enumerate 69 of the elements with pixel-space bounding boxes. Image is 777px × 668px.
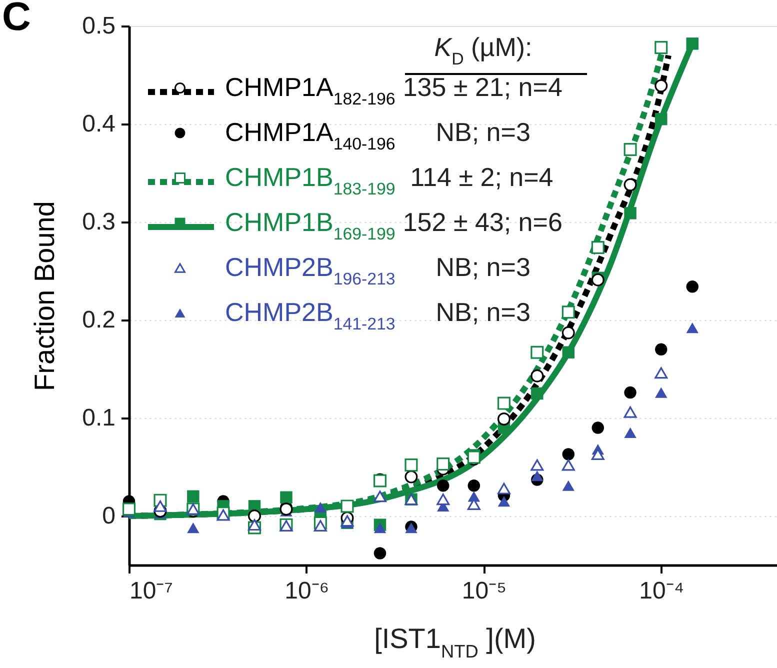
point [654, 367, 668, 379]
point [686, 280, 698, 293]
point [591, 240, 604, 254]
point [340, 500, 354, 513]
point [592, 422, 604, 434]
point [374, 547, 386, 560]
annotation: 114 ± 2; n=4 [410, 162, 554, 192]
point [154, 500, 167, 512]
point [373, 490, 386, 502]
point [216, 509, 230, 521]
y-tick-label: 0 [102, 502, 116, 530]
x-tick-label: 10⁻⁵ [462, 578, 507, 604]
point [497, 412, 510, 426]
point [436, 480, 450, 492]
point [562, 326, 575, 340]
annotation: NB; n=3 [436, 117, 530, 147]
point [436, 458, 450, 471]
point [436, 494, 450, 506]
point [122, 502, 136, 516]
point [655, 387, 668, 398]
annotation: NB; n=3 [436, 252, 530, 282]
point [280, 502, 293, 516]
point [654, 41, 668, 54]
point [248, 510, 262, 522]
point [624, 178, 637, 192]
annotation: NB; n=3 [436, 297, 530, 327]
point [624, 142, 637, 156]
point [654, 79, 668, 92]
point [187, 490, 200, 503]
point [497, 396, 510, 410]
point [562, 480, 575, 491]
y-tick-label: 0.1 [82, 404, 116, 432]
point [530, 459, 544, 471]
point [686, 38, 698, 50]
point [562, 306, 575, 319]
point [280, 491, 292, 504]
point [404, 458, 418, 472]
text: C [2, 0, 31, 39]
y-tick-label: 0.4 [82, 110, 116, 138]
point [655, 343, 668, 356]
y-axis-title: Fraction Bound [29, 201, 60, 391]
point [248, 519, 262, 531]
point [686, 322, 698, 334]
x-tick-label: 10⁻⁶ [284, 578, 330, 604]
point [591, 273, 604, 286]
point [497, 482, 510, 494]
point [498, 496, 510, 507]
point [530, 346, 544, 359]
annotation: 135 ± 21; n=4 [402, 72, 562, 102]
point [624, 207, 636, 220]
point [624, 406, 637, 418]
point [531, 387, 544, 400]
x-tick-label: 10⁻⁷ [130, 578, 173, 604]
point [374, 522, 386, 534]
point [624, 386, 636, 399]
point [531, 470, 544, 482]
point [468, 480, 480, 492]
y-tick-label: 0.2 [82, 306, 116, 334]
point [562, 346, 575, 358]
annotation: 152 ± 43; n=6 [402, 207, 562, 237]
y-tick-label: 0.3 [82, 208, 116, 236]
point [530, 369, 544, 382]
point [655, 112, 668, 126]
y-tick-label: 0.5 [82, 12, 116, 40]
point [562, 448, 575, 460]
point [624, 427, 636, 438]
x-tick-label: 10⁻⁴ [639, 578, 684, 604]
point [187, 522, 200, 534]
point [562, 459, 575, 471]
